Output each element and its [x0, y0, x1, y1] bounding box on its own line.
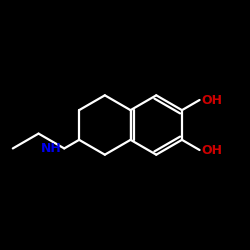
Text: NH: NH — [41, 142, 62, 155]
Text: OH: OH — [202, 144, 223, 156]
Text: OH: OH — [202, 94, 223, 106]
